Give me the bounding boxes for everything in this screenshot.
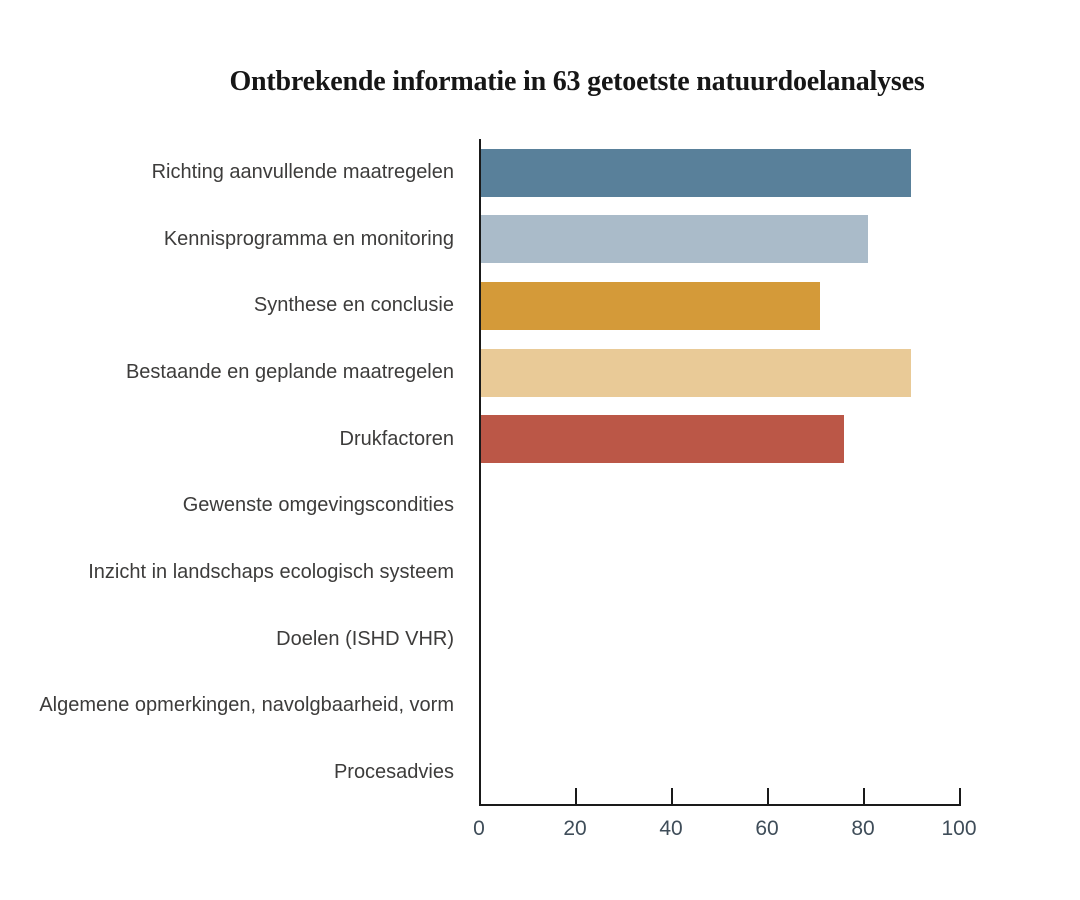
bar-track [479,472,960,539]
category-label: Doelen (ISHD VHR) [276,627,454,650]
bar-track [479,139,960,206]
category-row: Gewenste omgevingscondities [0,472,1080,539]
x-tick-label: 20 [563,817,587,840]
bar [479,215,868,264]
category-row: Doelen (ISHD VHR) [0,606,1080,673]
bar [479,348,911,397]
category-label: Inzicht in landschaps ecologisch systeem [88,560,454,583]
bar [479,148,911,197]
category-row: Kennisprogramma en monitoring [0,206,1080,273]
bar-track [479,739,960,806]
plot-area: Richting aanvullende maatregelen Kennisp… [0,139,1080,869]
category-row: Bestaande en geplande maatregelen [0,339,1080,406]
category-label: Drukfactoren [339,427,455,450]
category-row: Drukfactoren [0,406,1080,473]
x-axis-tick [575,788,577,804]
x-tick-label: 0 [473,817,485,840]
x-axis-line [479,804,961,806]
category-label: Synthese en conclusie [253,294,454,317]
x-axis-tick [863,788,865,804]
category-label: Algemene opmerkingen, navolgbaarheid, vo… [39,694,454,717]
category-label: Kennisprogramma en monitoring [163,227,454,250]
bar-track [479,673,960,740]
category-rows: Richting aanvullende maatregelen Kennisp… [0,139,1080,806]
category-row: Algemene opmerkingen, navolgbaarheid, vo… [0,673,1080,740]
category-row: Synthese en conclusie [0,272,1080,339]
x-tick-label: 100 [941,817,977,840]
bar-track [479,272,960,339]
bar-track [479,206,960,273]
category-row: Inzicht in landschaps ecologisch systeem [0,539,1080,606]
category-label: Gewenste omgevingscondities [182,494,454,517]
x-axis-tick [671,788,673,804]
x-tick-label: 80 [851,817,875,840]
bar [479,281,820,330]
category-row: Procesadvies [0,739,1080,806]
category-row: Richting aanvullende maatregelen [0,139,1080,206]
category-label: Richting aanvullende maatregelen [151,160,454,183]
bar-track [479,339,960,406]
chart-title: Ontbrekende informatie in 63 getoetste n… [229,66,925,97]
x-tick-label: 60 [755,817,779,840]
category-label: Procesadvies [333,761,454,784]
x-axis-tick [767,788,769,804]
y-axis-line [479,139,481,806]
category-label: Bestaande en geplande maatregelen [125,360,454,383]
bar [479,415,844,464]
x-tick-label: 40 [659,817,683,840]
x-axis-tick [959,788,961,804]
bar-track [479,606,960,673]
bar-track [479,406,960,473]
bar-track [479,539,960,606]
